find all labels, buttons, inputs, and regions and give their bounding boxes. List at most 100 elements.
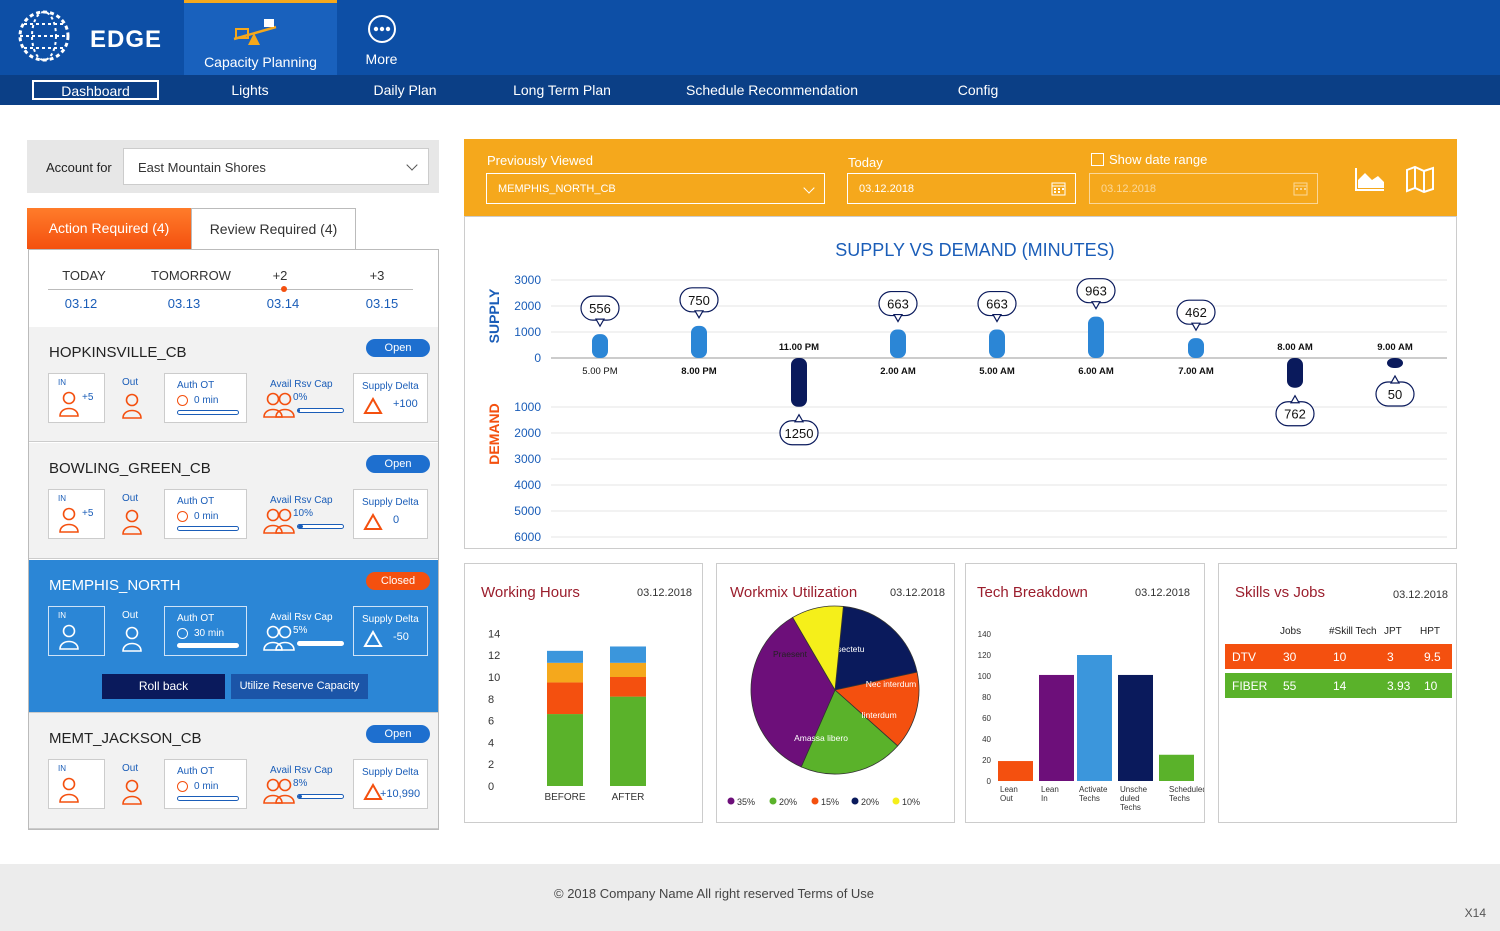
table-row[interactable]: FIBER 55 14 3.93 10 xyxy=(1225,673,1452,698)
tab-action-required[interactable]: Action Required (4) xyxy=(27,208,191,249)
calendar-icon[interactable] xyxy=(1051,181,1066,196)
location-card[interactable]: MEMT_JACKSON_CB Open IN Out Auth OT 0 min Avai… xyxy=(29,713,438,829)
bar-label: Scheduled xyxy=(1169,785,1204,794)
nav-more[interactable]: More xyxy=(305,0,458,75)
in-label: IN xyxy=(58,764,66,773)
in-box[interactable]: IN +5 xyxy=(48,373,105,423)
supply-delta-box[interactable]: Supply Delta 0 xyxy=(353,489,428,539)
bar-label: duled xyxy=(1120,794,1140,803)
auth-ot-box[interactable]: Auth OT 0 min xyxy=(164,489,247,539)
skills-jobs-table: Jobs #Skill Tech JPT HPT DTV 30 10 3 9.5 FIBER 55 1… xyxy=(1225,620,1452,710)
subnav-dashboard[interactable]: Dashboard xyxy=(32,80,159,100)
map-icon[interactable] xyxy=(1404,165,1436,193)
footer-corner: X14 xyxy=(1464,906,1486,920)
edge-logo[interactable]: EDGE xyxy=(14,6,174,68)
status-badge[interactable]: Open xyxy=(366,725,430,743)
subnav-daily-plan[interactable]: Daily Plan xyxy=(373,82,437,98)
supply-delta-box[interactable]: Supply Delta -50 xyxy=(353,606,428,656)
previously-viewed-select[interactable]: MEMPHIS_NORTH_CB xyxy=(486,173,825,204)
bar-segment xyxy=(547,650,583,663)
category-label: AFTER xyxy=(612,792,645,803)
row-cell: 55 xyxy=(1283,679,1297,693)
in-box[interactable]: IN xyxy=(48,759,105,809)
demand-tick: 6000 xyxy=(514,530,541,544)
time-label: 6.00 AM xyxy=(1078,366,1114,377)
auth-ot-box[interactable]: Auth OT 30 min xyxy=(164,606,247,656)
tab-review-required[interactable]: Review Required (4) xyxy=(191,208,356,249)
y-tick: 8 xyxy=(488,694,494,706)
sub-nav: Dashboard Lights Daily Plan Long Term Pl… xyxy=(0,75,1500,105)
day-head[interactable]: TODAY xyxy=(62,268,106,283)
auth-ot-value: 0 min xyxy=(194,511,219,522)
bar-label: Techs xyxy=(1169,794,1190,803)
demand-tick: 2000 xyxy=(514,426,541,440)
location-card[interactable]: BOWLING_GREEN_CB Open IN +5 Out Auth OT 0 min A… xyxy=(29,443,438,559)
status-badge[interactable]: Closed xyxy=(366,572,430,590)
day-date[interactable]: 03.15 xyxy=(365,296,399,311)
in-box[interactable]: IN xyxy=(48,606,105,656)
day-date[interactable]: 03.12 xyxy=(64,296,98,311)
skills-jobs-card: Skills vs Jobs 03.12.2018 Jobs #Skill Tec… xyxy=(1218,563,1457,823)
account-label: Account for xyxy=(46,160,112,175)
y-tick: 2 xyxy=(488,759,494,771)
supply-delta-box[interactable]: Supply Delta +100 xyxy=(353,373,428,423)
row-cell: 14 xyxy=(1333,679,1347,693)
account-dropdown[interactable]: East Mountain Shores xyxy=(123,148,429,185)
today-date-input[interactable]: 03.12.2018 xyxy=(847,173,1076,204)
y-tick: 10 xyxy=(488,672,500,684)
day-date[interactable]: 03.14 xyxy=(266,296,300,311)
subnav-long-term-plan[interactable]: Long Term Plan xyxy=(513,82,611,98)
day-head[interactable]: +3 xyxy=(369,268,385,283)
supply-bar xyxy=(1188,338,1204,358)
date-range-checkbox[interactable] xyxy=(1091,153,1104,166)
subnav-config[interactable]: Config xyxy=(957,82,999,98)
supply-delta-label: Supply Delta xyxy=(362,497,419,508)
y-tick: 4 xyxy=(488,737,494,749)
subnav-schedule-recommendation[interactable]: Schedule Recommendation xyxy=(686,82,858,98)
previously-viewed-label: Previously Viewed xyxy=(487,153,593,168)
row-cell: 10 xyxy=(1333,650,1347,664)
card-date: 03.12.2018 xyxy=(890,587,946,599)
nav-label: Capacity Planning xyxy=(204,54,317,70)
day-date[interactable]: 03.13 xyxy=(167,296,201,311)
auth-ot-box[interactable]: Auth OT 0 min xyxy=(164,373,247,423)
location-card[interactable]: MEMPHIS_NORTH Closed IN Out Auth OT 30 min Ava… xyxy=(29,560,438,713)
column-header: JPT xyxy=(1384,626,1402,637)
bubble-pointer xyxy=(1190,322,1202,332)
day-head[interactable]: TOMORROW xyxy=(151,268,231,283)
in-value: +5 xyxy=(82,508,94,519)
out-label: Out xyxy=(122,377,139,388)
location-card[interactable]: HOPKINSVILLE_CB Open IN +5 Out Auth OT 0 min Av… xyxy=(29,327,438,442)
warning-triangle-icon xyxy=(363,513,383,530)
seesaw-icon xyxy=(233,19,277,45)
subnav-lights[interactable]: Lights xyxy=(231,82,269,98)
supply-axis-label: SUPPLY xyxy=(486,288,502,343)
supply-demand-chart: SUPPLY VS DEMAND (MINUTES) SUPPLY DEMAND… xyxy=(486,240,1447,544)
bar-segment xyxy=(547,662,583,683)
area-chart-icon[interactable] xyxy=(1354,166,1386,192)
status-badge[interactable]: Open xyxy=(366,339,430,357)
avail-value: 5% xyxy=(293,625,308,636)
date-range-input[interactable]: 03.12.2018 xyxy=(1089,173,1318,204)
supply-delta-value: -50 xyxy=(393,631,409,643)
slice-label: Iinterdum xyxy=(861,710,896,720)
table-row[interactable]: DTV 30 10 3 9.5 xyxy=(1225,644,1452,669)
in-box[interactable]: IN +5 xyxy=(48,489,105,539)
auth-ot-box[interactable]: Auth OT 0 min xyxy=(164,759,247,809)
avail-value: 0% xyxy=(293,392,308,403)
avail-label: Avail Rsv Cap xyxy=(270,765,333,776)
roll-back-button[interactable]: Roll back xyxy=(102,674,225,699)
utilize-reserve-button[interactable]: Utilize Reserve Capacity xyxy=(231,674,368,699)
day-divider xyxy=(48,289,413,290)
chart-title: SUPPLY VS DEMAND (MINUTES) xyxy=(835,240,1114,260)
y-tick: 60 xyxy=(982,714,991,723)
day-head[interactable]: +2 xyxy=(272,268,288,283)
bubble-pointer xyxy=(1090,301,1102,310)
avail-label: Avail Rsv Cap xyxy=(270,612,333,623)
supply-delta-box[interactable]: Supply Delta +10,990 xyxy=(353,759,428,809)
chevron-down-icon xyxy=(406,159,418,171)
status-badge[interactable]: Open xyxy=(366,455,430,473)
nav-capacity-planning[interactable]: Capacity Planning xyxy=(184,0,337,75)
footer: © 2018 Company Name All right reserved T… xyxy=(0,864,1500,931)
person-out-icon xyxy=(121,779,142,805)
